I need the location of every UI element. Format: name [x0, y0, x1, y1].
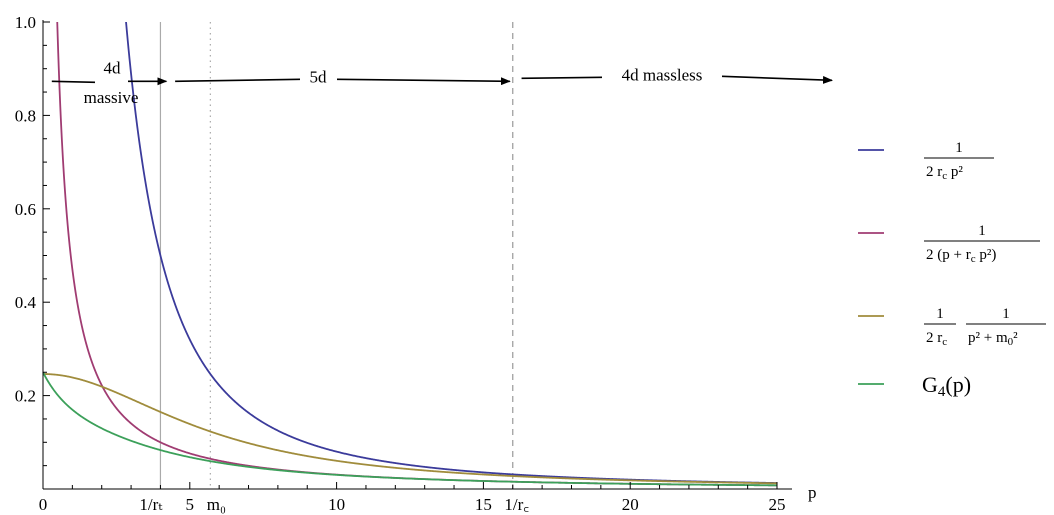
legend-den-main-s3b: p² + m: [968, 330, 1008, 346]
curves: [42, 22, 778, 487]
x-tick-label-3: 15: [475, 495, 492, 514]
legend-den-s2: 2 (p + rc p²): [926, 247, 996, 265]
region-arrow-1: [336, 77, 511, 86]
legend-den-sub-s3b: 0: [1008, 336, 1014, 348]
region-arrow-shaft-0: [51, 80, 96, 84]
region-label-0b: massive: [84, 88, 139, 107]
legend-den-main-s3a: 2 r: [926, 330, 942, 346]
region-annotations: 4d massive 5d 4d massless: [51, 58, 833, 107]
region-label-1: 5d: [310, 68, 328, 87]
legend-den-s3a: 2 rc: [926, 330, 947, 348]
vline-label-0: 1/rₜ: [139, 495, 163, 514]
legend-den-main-s2: 2 (p + r: [926, 247, 971, 263]
region-arrow-shaft-2: [521, 76, 603, 80]
legend-s4-tail: (p): [945, 372, 971, 397]
legend-num-s3b: 1: [1002, 306, 1010, 322]
legend-den-main-s1: 2 r: [926, 164, 942, 180]
legend-s4-main: G: [922, 372, 938, 397]
legend-den-tail-s3b: ²: [1013, 330, 1018, 346]
y-tick-label-4: 1.0: [15, 13, 36, 32]
legend-den-tail-s1: p²: [947, 164, 963, 180]
region-arrow-shaft-1: [175, 78, 301, 83]
legend-num-s2: 1: [978, 223, 986, 239]
legend-den-sub-s2: c: [971, 253, 976, 265]
series-line-s3: [43, 373, 778, 485]
y-tick-label-2: 0.6: [15, 200, 36, 219]
legend-den-s1: 2 rc p²: [926, 164, 963, 182]
axes: 0 5 10 15 20 25 p 0.2 0.4 0.6 0.8 1.0 1/rₜ m₀ 1/r꜀: [15, 13, 817, 514]
series-line-s4: [42, 371, 778, 487]
x-tick-label-1: 5: [186, 495, 195, 514]
vline-label-1: m₀: [207, 495, 226, 514]
reference-lines: [159, 22, 514, 489]
x-axis-label: p: [808, 483, 817, 502]
region-label-2: 4d massless: [622, 65, 703, 84]
region-label-0a: 4d: [104, 58, 122, 77]
legend-s4-sub: 4: [938, 384, 946, 400]
legend-den-s3b: p² + m0²: [968, 330, 1018, 348]
legend-den-tail-s2: p²): [976, 247, 997, 263]
y-tick-label-3: 0.8: [15, 106, 36, 125]
legend-den-sub-s3a: c: [942, 336, 947, 348]
region-arrow-2: [721, 75, 833, 84]
y-tick-label-0: 0.2: [15, 387, 36, 406]
legend-num-s3a: 1: [936, 306, 944, 322]
y-tick-label-1: 0.4: [15, 293, 37, 312]
legend-num-s1: 1: [955, 140, 963, 156]
x-tick-label-5: 25: [769, 495, 786, 514]
vline-label-2: 1/r꜀: [504, 495, 529, 514]
x-tick-label-0: 0: [39, 495, 48, 514]
legend-label-s4: G4(p): [922, 372, 971, 400]
x-tick-label-4: 20: [622, 495, 639, 514]
legend-den-sub-s1: c: [942, 170, 947, 182]
x-tick-label-2: 10: [328, 495, 345, 514]
